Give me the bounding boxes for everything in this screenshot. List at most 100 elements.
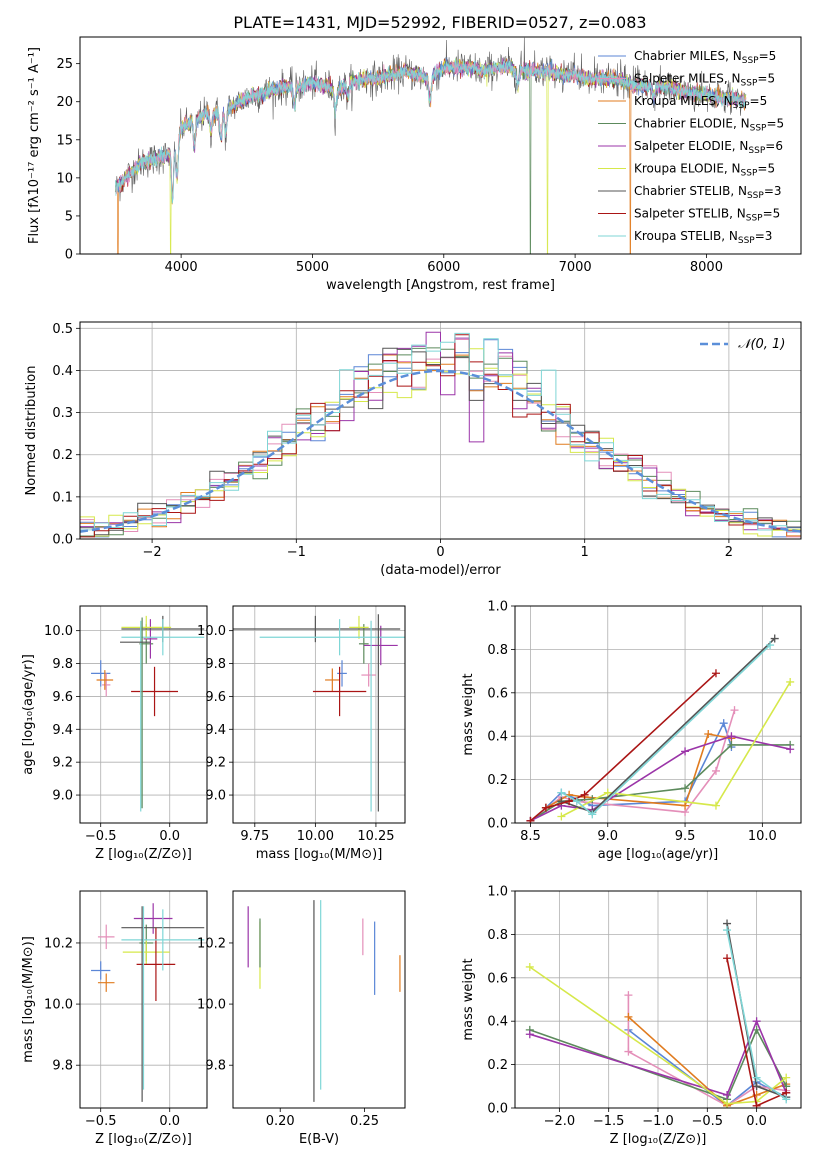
errorbar-salpeter-miles — [97, 924, 115, 950]
errorbar-kroupa-miles — [325, 668, 340, 692]
panel-massweight-vs-Z: −2.0 −1.5 −1.0 −0.5 0.0 0.0 0.2 0.4 0.6 0.8 1.0 Z [… — [461, 885, 802, 1147]
point-marker-salpeter-miles — [711, 766, 720, 775]
errorbar-salpeter-elodie — [133, 903, 173, 934]
point-marker-salpeter-stelib — [752, 1101, 761, 1108]
series-line-salpeter-elodie — [530, 735, 791, 822]
point-marker-kroupa-stelib — [782, 1095, 791, 1104]
errorbar-kroupa-elodie — [121, 615, 172, 639]
y-tick-label: 0.8 — [487, 928, 508, 943]
point-marker-salpeter-stelib — [565, 797, 574, 806]
point-marker-kroupa-elodie — [525, 962, 534, 971]
x-tick-label: 10.25 — [357, 829, 394, 844]
point-marker-kroupa-stelib — [588, 810, 597, 819]
legend-sub: SSP — [741, 169, 758, 179]
point-marker-chabrier-miles — [719, 719, 728, 728]
y-axis-label: mass [log₁₀(M/M⊙)] — [21, 936, 36, 1063]
y-tick-label: 0.6 — [487, 971, 508, 986]
spectrum-line-kroupa-stelib — [115, 58, 747, 204]
x-axis-label: Z [log₁₀(Z/Z⊙)] — [95, 847, 192, 862]
axes-frame — [79, 890, 208, 1109]
y-tick-label: 20 — [56, 95, 73, 110]
x-tick-label: 9.75 — [240, 829, 269, 844]
y-tick-label: 1.0 — [487, 600, 508, 615]
point-marker-kroupa-elodie — [603, 788, 612, 797]
errorbar-salpeter-elodie — [143, 619, 158, 659]
y-axis-label: Flux [fλ10⁻¹⁷ erg cm⁻² s⁻¹ A⁻¹] — [27, 47, 42, 244]
point-marker-salpeter-miles — [624, 991, 633, 1000]
y-tick-label: 9.6 — [205, 690, 226, 705]
point-marker-kroupa-stelib — [723, 926, 732, 935]
y-tick-label: 9.8 — [52, 1059, 73, 1074]
legend-sub: SSP — [746, 214, 763, 224]
y-tick-label: 25 — [56, 57, 73, 72]
legend-suffix: =5 — [750, 94, 768, 108]
x-tick-label: 0.0 — [746, 1114, 767, 1129]
plot-area-residuals — [80, 331, 801, 538]
point-marker-kroupa-elodie — [557, 812, 566, 821]
y-tick-label: 10.2 — [197, 936, 226, 951]
x-tick-label: 10.0 — [748, 829, 777, 844]
spectrum-legend: Chabrier MILES, NSSP=5 Salpeter MILES, NS… — [598, 49, 784, 246]
point-marker-kroupa-elodie — [786, 677, 795, 686]
plot-area-massweight-vs-Z — [525, 919, 791, 1108]
x-tick-label: −0.5 — [85, 829, 117, 844]
legend-sub: SSP — [742, 56, 759, 66]
point-marker-kroupa-miles — [681, 801, 690, 810]
legend-label-chabrier-miles: Chabrier MILES, NSSP=5 — [634, 49, 776, 66]
x-tick-label: 4000 — [165, 260, 198, 275]
x-tick-label: −1 — [287, 545, 306, 560]
x-tick-label: 0.20 — [266, 1114, 295, 1129]
legend-suffix: =6 — [765, 139, 783, 153]
legend-label-salpeter-stelib: Salpeter STELIB, NSSP=5 — [634, 207, 780, 224]
legend-sub: SSP — [750, 124, 767, 134]
x-tick-label: 0.0 — [159, 1114, 180, 1129]
x-tick-label: 0.25 — [350, 1114, 379, 1129]
legend-suffix: =5 — [766, 117, 784, 131]
axes-frame — [232, 605, 406, 824]
point-marker-chabrier-elodie — [681, 784, 690, 793]
point-marker-kroupa-miles — [624, 1012, 633, 1021]
legend-label-kroupa-stelib: Kroupa STELIB, NSSP=3 — [634, 229, 772, 246]
y-tick-label: 5 — [65, 209, 73, 224]
series-line-kroupa-elodie — [561, 681, 791, 818]
x-tick-label: 9.5 — [675, 829, 696, 844]
axes-frame — [514, 605, 802, 824]
y-tick-label: 9.4 — [52, 723, 73, 738]
panel-residuals: 𝒩(0, 1) −2 −1 0 1 2 0.0 0.1 0.2 0.3 0.4 0.5 (data-mo… — [24, 321, 802, 578]
panel-mass-vs-ebv: 0.20 0.25 9.8 10.0 10.2 E(B-V) — [197, 890, 406, 1147]
panel-spectrum: Chabrier MILES, NSSP=5 Salpeter MILES, NS… — [27, 36, 802, 293]
x-tick-label: −0.5 — [692, 1114, 724, 1129]
y-tick-label: 9.0 — [205, 789, 226, 804]
legend-suffix: =5 — [757, 72, 775, 86]
y-tick-label: 9.8 — [205, 657, 226, 672]
errorbar-salpeter-miles — [361, 663, 376, 687]
y-tick-label: 0.0 — [52, 533, 73, 548]
series-line-kroupa-miles — [545, 733, 732, 809]
legend-sub: SSP — [738, 236, 755, 246]
y-tick-label: 9.2 — [205, 756, 226, 771]
series-line-chabrier-miles — [545, 721, 733, 809]
point-marker-salpeter-stelib — [723, 954, 732, 963]
errorbar-kroupa-miles — [97, 973, 115, 992]
y-tick-label: 0.4 — [52, 364, 73, 379]
x-tick-label: 0.0 — [159, 829, 180, 844]
legend-sub: SSP — [747, 191, 764, 201]
y-tick-label: 9.4 — [205, 723, 226, 738]
x-tick-label: −2.0 — [544, 1114, 576, 1129]
panel-massweight-vs-age: 8.5 9.0 9.5 10.0 0.0 0.2 0.4 0.6 0.8 1.0 age [log₁… — [461, 600, 802, 862]
plot-area-age-vs-Z — [91, 615, 205, 812]
errorbar-chabrier-miles — [337, 660, 347, 687]
point-marker-salpeter-elodie — [727, 732, 736, 741]
y-tick-label: 0.0 — [487, 817, 508, 832]
plot-area-mass-vs-ebv — [247, 900, 401, 1102]
point-marker-salpeter-miles — [730, 706, 739, 715]
x-tick-label: −1.5 — [593, 1114, 625, 1129]
y-tick-label: 0.5 — [52, 322, 73, 337]
errorbar-kroupa-stelib — [121, 619, 205, 656]
legend-sub: SSP — [748, 146, 765, 156]
histogram-kroupa-stelib — [80, 332, 801, 532]
y-tick-label: 9.8 — [205, 1059, 226, 1074]
errorbar-kroupa-miles — [96, 670, 114, 690]
axes-frame — [79, 605, 208, 824]
x-tick-label: 10.00 — [297, 829, 334, 844]
